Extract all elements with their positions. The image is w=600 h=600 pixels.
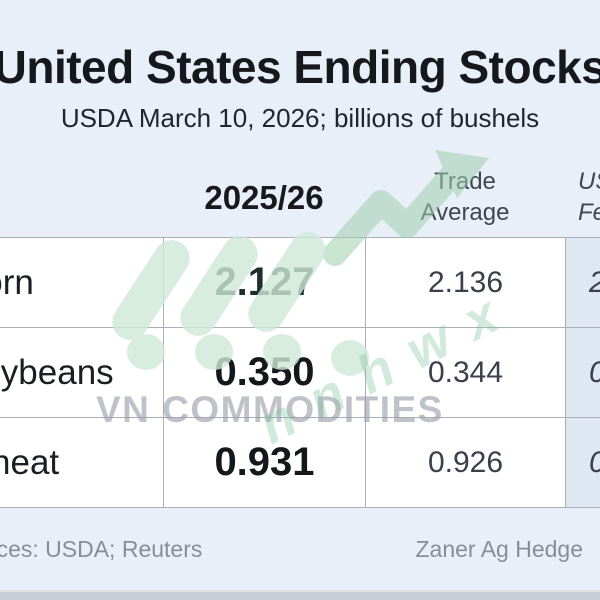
column-header-estimate-label: 2025/26 (204, 178, 324, 216)
estimate-value: 0.350 (163, 328, 365, 417)
estimate-value: 2.127 (163, 238, 365, 327)
trade-average-value: 2.136 (365, 238, 565, 327)
data-table: Corn 2.127 2.136 2 Soybeans 0.350 (0, 237, 600, 508)
usda-prior-text: 2 (589, 266, 600, 300)
usda-prior-value: 2 (565, 238, 600, 327)
commodity-text: Corn (0, 262, 34, 302)
trade-average-text: 0.926 (427, 445, 504, 479)
usda-prior-text: 0 (589, 446, 600, 480)
page-title: United States Ending Stocks (0, 41, 600, 93)
table-row-soybeans: Soybeans 0.350 0.344 0 (0, 328, 600, 418)
column-header-usda-prior: USDA February (578, 166, 600, 228)
trade-average-line2: Average (420, 199, 510, 226)
commodity-text: Wheat (0, 442, 60, 482)
table-row-wheat: Wheat 0.931 0.926 0 (0, 418, 600, 508)
credit-text: Zaner Ag Hedge (415, 536, 583, 562)
usda-prior-line2: February (578, 199, 600, 226)
table-header-row: 2025/26 Trade Average USDA February (0, 158, 600, 237)
commodity-text: Soybeans (0, 352, 114, 392)
usda-prior-value: 0 (565, 328, 600, 417)
sources-text: Sources: USDA; Reuters (0, 536, 203, 562)
trade-average-value: 0.926 (365, 418, 565, 507)
commodity-label: Wheat (0, 418, 163, 507)
usda-prior-value: 0 (565, 418, 600, 507)
trade-average-line1: Trade (434, 168, 496, 195)
bottom-edge-bar (0, 590, 600, 600)
footer: Sources: USDA; Reuters Zaner Ag Hedge (0, 536, 600, 568)
table-row-corn: Corn 2.127 2.136 2 (0, 238, 600, 328)
column-header-trade-average: Trade Average (365, 166, 565, 228)
column-header-estimate: 2025/26 (163, 158, 365, 237)
trade-average-text: 0.344 (427, 355, 504, 389)
page-subtitle: USDA March 10, 2026; billions of bushels (60, 103, 540, 133)
usda-prior-text: 0 (589, 356, 600, 390)
trade-average-value: 0.344 (365, 328, 565, 417)
estimate-text: 0.931 (214, 440, 315, 484)
trade-average-text: 2.136 (427, 265, 504, 299)
commodity-label: Corn (0, 238, 163, 327)
usda-prior-line1: USDA (578, 168, 600, 195)
estimate-value: 0.931 (163, 418, 365, 507)
estimate-text: 2.127 (214, 260, 315, 304)
estimate-text: 0.350 (214, 350, 315, 394)
commodity-label: Soybeans (0, 328, 163, 417)
